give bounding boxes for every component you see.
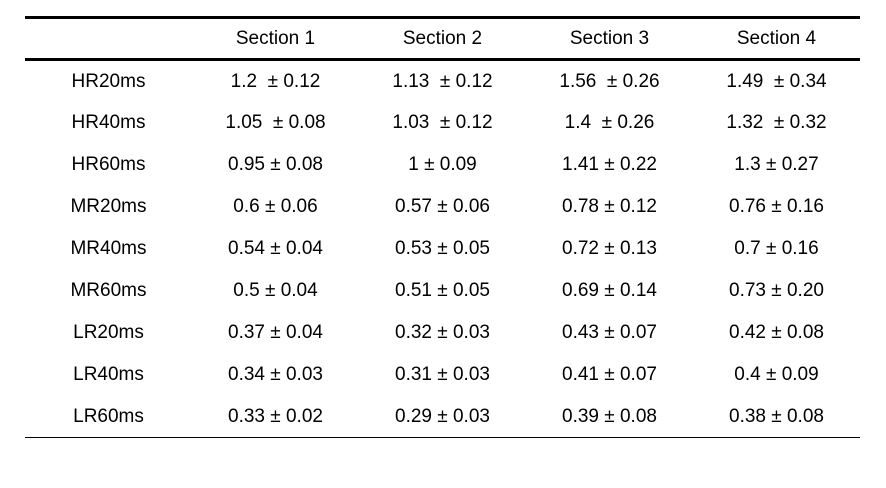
table-cell: 0.33 ± 0.02 [228,405,323,427]
measurement-table: Section 1 Section 2 Section 3 Section 4 HR2… [25,16,860,438]
table-row: HR60ms 0.95 ± 0.08 1 ± 0.09 1.41 ± 0.22 1.3 … [25,144,860,186]
table-row: HR40ms 1.05 ± 0.08 1.03 ± 0.12 1.4 ± 0.26 1.… [25,102,860,144]
table-row: MR20ms 0.6 ± 0.06 0.57 ± 0.06 0.78 ± 0.12 0.… [25,186,860,228]
table-row: LR40ms 0.34 ± 0.03 0.31 ± 0.03 0.41 ± 0.07 0… [25,354,860,396]
row-label: HR60ms [71,154,146,175]
table-cell: 0.76 ± 0.16 [729,196,824,217]
table-cell: 1.3 ± 0.27 [734,154,819,175]
table-cell: 1.49 ± 0.34 [726,70,827,92]
row-label: MR40ms [70,238,147,259]
table-cell: 0.53 ± 0.05 [395,238,490,259]
table-cell: 1.41 ± 0.22 [562,154,657,175]
row-label: MR20ms [70,196,147,217]
table-cell: 1.4 ± 0.26 [564,112,655,133]
row-label-column-header [25,18,192,60]
table-cell: 0.4 ± 0.09 [734,364,819,385]
table-cell: 1 ± 0.09 [408,154,477,175]
table-cell: 0.31 ± 0.03 [395,364,490,385]
row-label: HR20ms [71,70,146,92]
table-cell: 0.54 ± 0.04 [228,238,323,259]
table-cell: 0.38 ± 0.08 [729,405,824,427]
table-cell: 0.57 ± 0.06 [395,196,490,217]
table-cell: 1.03 ± 0.12 [392,112,493,133]
column-header: Section 2 [402,28,483,49]
table-row: MR60ms 0.5 ± 0.04 0.51 ± 0.05 0.69 ± 0.14 0.… [25,270,860,312]
table-cell: 0.72 ± 0.13 [562,238,657,259]
table-cell: 0.95 ± 0.08 [228,154,323,175]
header-row: Section 1 Section 2 Section 3 Section 4 [25,18,860,60]
row-label: LR60ms [73,405,144,427]
table-cell: 0.7 ± 0.16 [734,238,819,259]
column-header: Section 4 [736,28,817,49]
table-cell: 0.69 ± 0.14 [562,280,657,301]
table-row: HR20ms 1.2 ± 0.12 1.13 ± 0.12 1.56 ± 0.26 1.… [25,60,860,102]
table-cell: 0.34 ± 0.03 [228,364,323,385]
table-row: MR40ms 0.54 ± 0.04 0.53 ± 0.05 0.72 ± 0.13 0… [25,228,860,270]
table-cell: 1.32 ± 0.32 [726,112,827,133]
table-cell: 0.78 ± 0.12 [562,196,657,217]
table-row: LR20ms 0.37 ± 0.04 0.32 ± 0.03 0.43 ± 0.07 0… [25,312,860,354]
table-cell: 0.41 ± 0.07 [562,364,657,385]
table-cell: 0.29 ± 0.03 [395,405,490,427]
table-cell: 0.39 ± 0.08 [562,405,657,427]
table-cell: 0.73 ± 0.20 [729,280,824,301]
table-cell: 0.43 ± 0.07 [562,322,657,343]
table-page: Section 1 Section 2 Section 3 Section 4 HR2… [0,16,886,488]
row-label: LR20ms [73,322,144,343]
row-label: HR40ms [71,112,146,133]
table-cell: 0.37 ± 0.04 [228,322,323,343]
table-cell: 0.51 ± 0.05 [395,280,490,301]
table-cell: 0.32 ± 0.03 [395,322,490,343]
row-label: MR60ms [70,280,147,301]
table-header: Section 1 Section 2 Section 3 Section 4 [25,18,860,60]
table-body: HR20ms 1.2 ± 0.12 1.13 ± 0.12 1.56 ± 0.26 1.… [25,60,860,438]
table-cell: 1.13 ± 0.12 [392,70,493,92]
column-header: Section 1 [235,28,316,49]
table-cell: 1.05 ± 0.08 [225,112,326,133]
table-cell: 0.6 ± 0.06 [233,196,318,217]
table-row: LR60ms 0.33 ± 0.02 0.29 ± 0.03 0.39 ± 0.08 0… [25,396,860,438]
table-cell: 0.5 ± 0.04 [233,280,318,301]
row-label: LR40ms [73,364,144,385]
table-cell: 1.56 ± 0.26 [559,70,660,92]
table-cell: 0.42 ± 0.08 [729,322,824,343]
column-header: Section 3 [569,28,650,49]
table-cell: 1.2 ± 0.12 [230,70,321,92]
